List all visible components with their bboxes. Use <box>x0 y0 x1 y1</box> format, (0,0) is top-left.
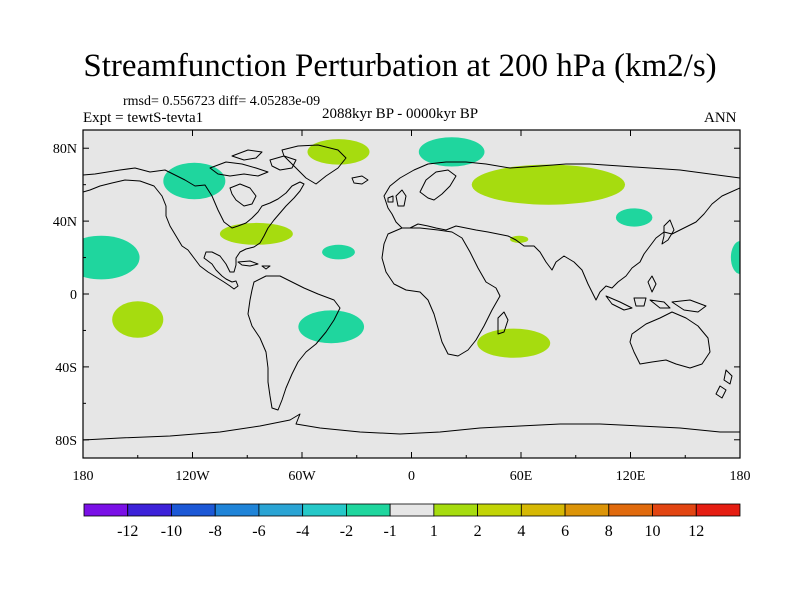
x-tick-label: 60E <box>510 469 533 484</box>
coastline-eurasia <box>383 161 740 301</box>
coastline-hudson-bay <box>229 183 257 207</box>
colorbar-label: -2 <box>340 523 353 540</box>
colorbar-label: -1 <box>383 523 396 540</box>
anomaly-region-south-pacific <box>112 301 164 338</box>
colorbar-label: 10 <box>645 523 661 540</box>
anomaly-region-central-pacific-west <box>83 235 140 280</box>
anomaly-region-north-america-south <box>219 222 293 245</box>
coastline-africa <box>381 227 501 357</box>
colorbar-swatch <box>564 503 610 517</box>
anomaly-region-arabia <box>510 235 529 243</box>
coastline-south-america <box>247 275 341 411</box>
colorbar-swatch <box>608 503 653 517</box>
colorbar-label: 4 <box>517 523 525 540</box>
x-tick-label: 120W <box>175 469 210 484</box>
colorbar-swatch <box>345 503 391 517</box>
colorbar-label: 1 <box>430 523 438 540</box>
coastline-japan <box>661 219 675 245</box>
coastline-antarctica <box>83 413 740 441</box>
anomaly-region-east-asia <box>615 208 653 227</box>
coastline-iceland <box>351 175 369 185</box>
y-tick-label: 40S <box>55 361 77 376</box>
anomaly-region-mid-atlantic <box>322 244 355 260</box>
colorbar-label: -8 <box>209 523 222 540</box>
coastline-indonesia <box>605 275 707 313</box>
colorbar-swatch <box>389 503 435 517</box>
anomaly-region-siberia <box>471 164 626 205</box>
anomaly-region-western-pacific-edge <box>730 241 740 274</box>
coastline-north-america <box>83 167 305 290</box>
colorbar-swatch <box>695 503 741 517</box>
colorbar-swatch <box>83 503 129 517</box>
colorbar-swatch <box>433 503 479 517</box>
colorbar-swatch <box>214 503 260 517</box>
anomaly-region-northern-europe <box>418 137 485 167</box>
stats-text: rmsd= 0.556723 diff= 4.05283e-09 <box>123 94 321 109</box>
y-tick-label: 80N <box>53 142 77 157</box>
plot-title: Streamfunction Perturbation at 200 hPa (… <box>83 48 717 84</box>
colorbar-label: -6 <box>252 523 265 540</box>
anomaly-region-north-pacific-alaska <box>163 162 226 200</box>
colorbar-swatch <box>171 503 216 517</box>
x-tick-label: 0 <box>408 469 415 484</box>
colorbar-swatch <box>127 503 172 517</box>
colorbar-swatch <box>302 503 347 517</box>
x-tick-label: 180 <box>73 469 94 484</box>
anomaly-region-greenland <box>307 139 370 165</box>
x-tick-label: 60W <box>288 469 316 484</box>
colorbar-label: 6 <box>561 523 569 540</box>
coastline-british-isles <box>387 189 407 207</box>
colorbar-label: 12 <box>688 523 704 540</box>
coastline-scandinavia <box>419 169 457 201</box>
y-tick-label: 0 <box>70 288 77 303</box>
colorbar-label: -10 <box>161 523 182 540</box>
coastline-madagascar <box>497 311 509 335</box>
x-tick-label: 120E <box>616 469 646 484</box>
coastline-caribbean <box>237 260 271 270</box>
colorbar-label: 8 <box>605 523 613 540</box>
period-label: 2088kyr BP - 0000kyr BP <box>321 106 479 122</box>
y-tick-label: 40N <box>53 215 77 230</box>
coastline-new-zealand <box>715 369 733 399</box>
colorbar-swatch <box>652 503 697 517</box>
colorbar-swatch <box>520 503 566 517</box>
colorbar-swatch <box>477 503 522 517</box>
season-label: ANN <box>704 110 737 126</box>
x-tick-label: 180 <box>730 469 751 484</box>
y-tick-label: 80S <box>55 434 77 449</box>
anomaly-region-southern-africa <box>477 328 551 358</box>
anomaly-region-south-atlantic <box>298 310 365 344</box>
coastline-australia <box>629 311 711 369</box>
colorbar-label: -12 <box>117 523 138 540</box>
colorbar-label: 2 <box>474 523 482 540</box>
colorbar-label: -4 <box>296 523 309 540</box>
coastline-greenland <box>281 144 347 185</box>
colorbar-swatch <box>258 503 304 517</box>
experiment-label: Expt = tewtS-tevta1 <box>83 110 204 126</box>
